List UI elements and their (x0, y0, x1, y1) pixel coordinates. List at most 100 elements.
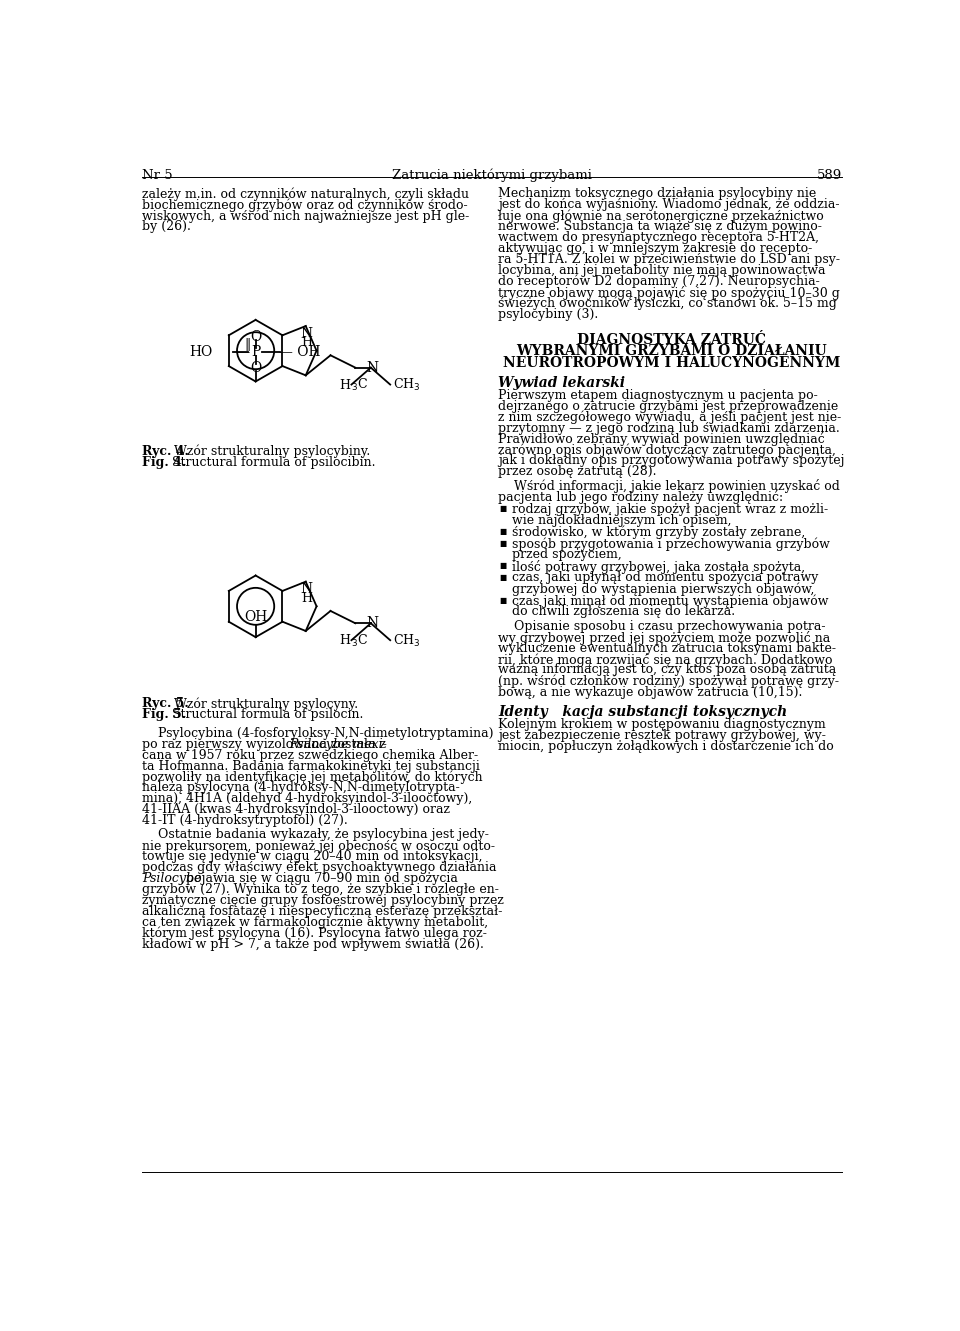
Text: Nr 5: Nr 5 (142, 169, 173, 182)
Text: zależy m.in. od czynników naturalnych, czyli składu: zależy m.in. od czynników naturalnych, c… (142, 188, 468, 201)
Text: H: H (301, 337, 312, 350)
Text: świeżych owocników łysiczki, co stanowi ok. 5–15 mg: świeżych owocników łysiczki, co stanowi … (498, 297, 837, 310)
Text: pacjenta lub jego rodziny należy uwzględnić:: pacjenta lub jego rodziny należy uwzględ… (498, 490, 783, 504)
Text: Opisanie sposobu i czasu przechowywania potra-: Opisanie sposobu i czasu przechowywania … (498, 620, 826, 632)
Text: którym jest psylocyna (16). Psylocyna łatwo ulega roz-: którym jest psylocyna (16). Psylocyna ła… (142, 926, 487, 940)
Text: Kolejnym krokiem w postępowaniu diagnostycznym: Kolejnym krokiem w postępowaniu diagnost… (498, 717, 826, 731)
Text: Identy   kacja substancji toksycznych: Identy kacja substancji toksycznych (498, 705, 787, 720)
Text: ilość potrawy grzybowej, jaka została spożyta,: ilość potrawy grzybowej, jaka została sp… (512, 559, 805, 574)
Text: do receptorów D2 dopaminy (7,27). Neuropsychia-: do receptorów D2 dopaminy (7,27). Neurop… (498, 276, 820, 289)
Text: zymatyczne cięcie grupy fosfoestrowej psylocybiny przez: zymatyczne cięcie grupy fosfoestrowej ps… (142, 894, 504, 906)
Text: O: O (250, 330, 261, 343)
Text: 41-IT (4-hydroksytryptofol) (27).: 41-IT (4-hydroksytryptofol) (27). (142, 815, 348, 828)
Text: Ryc. 4.: Ryc. 4. (142, 445, 188, 458)
Text: po raz pierwszy wyizolowana została z: po raz pierwszy wyizolowana została z (142, 737, 390, 751)
Text: wie najdokładniejszym ich opisem,: wie najdokładniejszym ich opisem, (512, 514, 732, 527)
Text: ważną informacją jest to, czy ktoś poza osobą zatrutą: ważną informacją jest to, czy ktoś poza … (498, 663, 836, 676)
Text: należą psylocyna (4-hydroksy-N,N-dimetylotrypta-: należą psylocyna (4-hydroksy-N,N-dimetyl… (142, 781, 460, 795)
Text: przytomny — z jego rodziną lub świadkami zdarzenia.: przytomny — z jego rodziną lub świadkami… (498, 422, 840, 434)
Text: środowisko, w którym grzyby zostały zebrane,: środowisko, w którym grzyby zostały zebr… (512, 526, 805, 539)
Text: OH: OH (244, 610, 267, 624)
Text: Wzór strukturalny psylocybiny.: Wzór strukturalny psylocybiny. (170, 445, 371, 458)
Text: Wzór strukturalny psylocyny.: Wzór strukturalny psylocyny. (170, 697, 358, 711)
Text: by (26).: by (26). (142, 220, 191, 233)
Text: Pierwszym etapem diagnostycznym u pacjenta po-: Pierwszym etapem diagnostycznym u pacjen… (498, 389, 818, 402)
Text: rii, które mogą rozwijać się na grzybach. Dodatkowo: rii, które mogą rozwijać się na grzybach… (498, 652, 832, 667)
Text: ■: ■ (500, 527, 507, 536)
Text: Psylocybina (4-fosforyloksy-N,N-dimetylotryptamina): Psylocybina (4-fosforyloksy-N,N-dimetylo… (142, 727, 493, 740)
Text: aktywując go, i w mniejszym zakresie do recepto-: aktywując go, i w mniejszym zakresie do … (498, 242, 812, 256)
Text: przez osobę zatrutą (28).: przez osobę zatrutą (28). (498, 466, 657, 478)
Text: ■: ■ (500, 504, 507, 514)
Text: Ostatnie badania wykazały, że psylocybina jest jedy-: Ostatnie badania wykazały, że psylocybin… (142, 828, 489, 841)
Text: Psilocybe mexi-: Psilocybe mexi- (289, 737, 387, 751)
Text: $_3$C: $_3$C (351, 634, 369, 650)
Text: N: N (300, 326, 313, 341)
Text: Wśród informacji, jakie lekarz powinien uzyskać od: Wśród informacji, jakie lekarz powinien … (498, 479, 840, 494)
Text: H: H (340, 635, 350, 647)
Text: bową, a nie wykazuje objawów zatrucia (10,15).: bową, a nie wykazuje objawów zatrucia (1… (498, 685, 803, 699)
Text: Ryc. 5.: Ryc. 5. (142, 697, 188, 711)
Text: z nim szczegółowego wywiadu, a jeśli pacjent jest nie-: z nim szczegółowego wywiadu, a jeśli pac… (498, 410, 842, 425)
Text: jak i dokładny opis przygotowywania potrawy spożytej: jak i dokładny opis przygotowywania potr… (498, 454, 845, 467)
Text: — OH: — OH (278, 345, 321, 359)
Text: WYBRANYMI GRZYBAMI O DZIAŁANIU: WYBRANYMI GRZYBAMI O DZIAŁANIU (516, 343, 827, 358)
Text: O: O (250, 361, 261, 374)
Text: wiskowych, a wśród nich najważniejsze jest pH gle-: wiskowych, a wśród nich najważniejsze je… (142, 209, 468, 222)
Text: N: N (367, 616, 378, 631)
Text: N: N (367, 361, 378, 374)
Text: Zatrucia niektórymi grzybami: Zatrucia niektórymi grzybami (392, 169, 592, 182)
Text: (np. wśród członków rodziny) spożywał potrawę grzy-: (np. wśród członków rodziny) spożywał po… (498, 675, 839, 688)
Text: kładowi w pH > 7, a także pod wpływem światła (26).: kładowi w pH > 7, a także pod wpływem św… (142, 937, 484, 950)
Text: grzybowej do wystąpienia pierwszych objawów,: grzybowej do wystąpienia pierwszych obja… (512, 582, 814, 596)
Text: CH$_3$: CH$_3$ (393, 634, 420, 650)
Text: przed spożyciem,: przed spożyciem, (512, 548, 622, 560)
Text: miocin, popłuczyn żołądkowych i dostarczenie ich do: miocin, popłuczyn żołądkowych i dostarcz… (498, 740, 834, 753)
Text: ra 5-HT1A. Z kolei w przeciwieństwie do LSD ani psy-: ra 5-HT1A. Z kolei w przeciwieństwie do … (498, 253, 840, 266)
Text: P: P (251, 345, 260, 359)
Text: wactwem do presynaptycznego receptora 5-HT2A,: wactwem do presynaptycznego receptora 5-… (498, 232, 819, 244)
Text: wykluczenie ewentualnych zatrucia toksynami bakte-: wykluczenie ewentualnych zatrucia toksyn… (498, 642, 836, 655)
Text: ■: ■ (500, 595, 507, 604)
Text: nerwowe. Substancja ta wiąże się z dużym powino-: nerwowe. Substancja ta wiąże się z dużym… (498, 220, 822, 233)
Text: H: H (301, 592, 312, 606)
Text: mina), 4H1A (aldehyd 4-hydroksyindol-3-ilooctowy),: mina), 4H1A (aldehyd 4-hydroksyindol-3-i… (142, 792, 472, 805)
Text: Prawidłowo zebrany wywiad powinien uwzględniać: Prawidłowo zebrany wywiad powinien uwzgl… (498, 433, 825, 446)
Text: NEUROTROPOWYM I HALUCYNOGENNYM: NEUROTROPOWYM I HALUCYNOGENNYM (503, 355, 840, 370)
Text: nie prekursorem, ponieważ jej obecność w osoczu odto-: nie prekursorem, ponieważ jej obecność w… (142, 839, 494, 853)
Text: jest do końca wyjaśniony. Wiadomo jednak, że oddzia-: jest do końca wyjaśniony. Wiadomo jednak… (498, 198, 840, 212)
Text: wy grzybowej przed jej spożyciem może pozwolić na: wy grzybowej przed jej spożyciem może po… (498, 631, 830, 644)
Text: pojawia się w ciągu 70–90 min od spożycia: pojawia się w ciągu 70–90 min od spożyci… (182, 872, 458, 885)
Text: ■: ■ (500, 539, 507, 547)
Text: Mechanizm toksycznego działania psylocybiny nie: Mechanizm toksycznego działania psylocyb… (498, 188, 816, 201)
Text: Structural formula of psilocin.: Structural formula of psilocin. (168, 708, 364, 721)
Text: N: N (300, 583, 313, 596)
Text: CH$_3$: CH$_3$ (393, 377, 420, 394)
Text: rodzaj grzybów, jakie spożył pacjent wraz z możli-: rodzaj grzybów, jakie spożył pacjent wra… (512, 503, 828, 516)
Text: cana w 1957 roku przez szwedzkiego chemika Alber-: cana w 1957 roku przez szwedzkiego chemi… (142, 748, 478, 761)
Text: łuje ona głównie na serotonergiczne przekaźnictwo: łuje ona głównie na serotonergiczne prze… (498, 209, 824, 222)
Text: tryczne objawy mogą pojawić się po spożyciu 10–30 g: tryczne objawy mogą pojawić się po spoży… (498, 286, 840, 299)
Text: pozwoliły na identyfikację jej metabolitów, do których: pozwoliły na identyfikację jej metabolit… (142, 771, 482, 784)
Text: Psilocybe: Psilocybe (142, 872, 201, 885)
Text: Structural formula of psilocibin.: Structural formula of psilocibin. (168, 455, 375, 469)
Text: do chwili zgłoszenia się do lekarza.: do chwili zgłoszenia się do lekarza. (512, 604, 735, 618)
Text: Fig. 5.: Fig. 5. (142, 708, 186, 721)
Text: towuje się jedynie w ciągu 20–40 min od intoksykacji,: towuje się jedynie w ciągu 20–40 min od … (142, 851, 482, 862)
Text: locybina, ani jej metabolity nie mają powinowactwa: locybina, ani jej metabolity nie mają po… (498, 264, 826, 277)
Text: ■: ■ (500, 572, 507, 582)
Text: ta Hofmanna. Badania farmakokinetyki tej substancji: ta Hofmanna. Badania farmakokinetyki tej… (142, 760, 480, 772)
Text: $_3$C: $_3$C (351, 377, 369, 394)
Text: DIAGNOSTYKA ZATRUĆ: DIAGNOSTYKA ZATRUĆ (577, 333, 766, 346)
Text: dejrzanego o zatrucie grzybami jest przeprowadzenie: dejrzanego o zatrucie grzybami jest prze… (498, 399, 838, 413)
Text: Wywiad lekarski: Wywiad lekarski (498, 377, 625, 390)
Text: ca ten związek w farmakologicznie aktywny metabolit,: ca ten związek w farmakologicznie aktywn… (142, 916, 488, 929)
Text: podczas gdy właściwy efekt psychoaktywnego działania: podczas gdy właściwy efekt psychoaktywne… (142, 861, 496, 874)
Text: —: — (232, 345, 251, 359)
Text: sposób przygotowania i przechowywania grzybów: sposób przygotowania i przechowywania gr… (512, 536, 830, 551)
Text: alkaliczną fosfatazę i niespecyficzną esterazę przekształ-: alkaliczną fosfatazę i niespecyficzną es… (142, 905, 502, 918)
Text: grzybów (27). Wynika to z tego, że szybkie i rozległe en-: grzybów (27). Wynika to z tego, że szybk… (142, 882, 498, 896)
Text: H: H (340, 379, 350, 391)
Text: psylocybiny (3).: psylocybiny (3). (498, 307, 598, 321)
Text: czas, jaki upłynął od momentu spożycia potrawy: czas, jaki upłynął od momentu spożycia p… (512, 571, 819, 584)
